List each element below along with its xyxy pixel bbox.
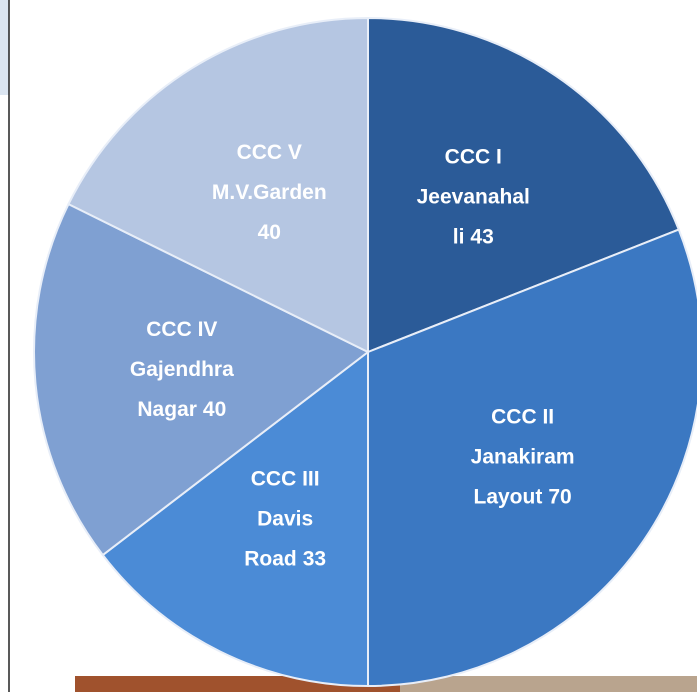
slice-label: CCC I Jeevanahal li 43 [417, 145, 530, 248]
value-label: 33 [303, 547, 326, 570]
value-label: 43 [470, 225, 493, 248]
pie [33, 16, 697, 688]
label-line: CCC III [251, 467, 320, 490]
label-line: CCC V [237, 141, 302, 164]
labels: CCC I Jeevanahal li 43 CCC II Janakiram Layout… [130, 141, 575, 571]
label-line: Nagar [137, 398, 197, 421]
side-panel [0, 0, 9, 95]
label-line: CCC I [445, 145, 502, 168]
pie-slice [367, 228, 697, 688]
slice-label: CCC III Davis Road 33 [244, 467, 326, 570]
value-label: 40 [258, 221, 281, 244]
label-line: Jeevanahal [417, 185, 530, 208]
label-line: li [453, 225, 465, 248]
label-line: CCC IV [146, 318, 217, 341]
label-line: Janakiram [471, 445, 575, 468]
value-label: 40 [203, 398, 226, 421]
slice-label: CCC II Janakiram Layout 70 [471, 405, 575, 508]
value-label: 70 [548, 485, 571, 508]
slice-label: CCC V M.V.Garden 40 [212, 141, 327, 244]
photo-strip-detail [400, 676, 697, 692]
pie-slice [367, 16, 681, 354]
label-line: Davis [257, 507, 313, 530]
pie-slice [67, 16, 369, 354]
label-line: CCC II [491, 405, 554, 428]
label-line: Gajendhra [130, 358, 234, 381]
pie-slice [101, 349, 369, 688]
label-line: M.V.Garden [212, 181, 327, 204]
pie-slice [33, 202, 370, 557]
label-line: Road [244, 547, 297, 570]
slice-label: CCC IV Gajendhra Nagar 40 [130, 318, 234, 421]
label-line: Layout [474, 485, 543, 508]
